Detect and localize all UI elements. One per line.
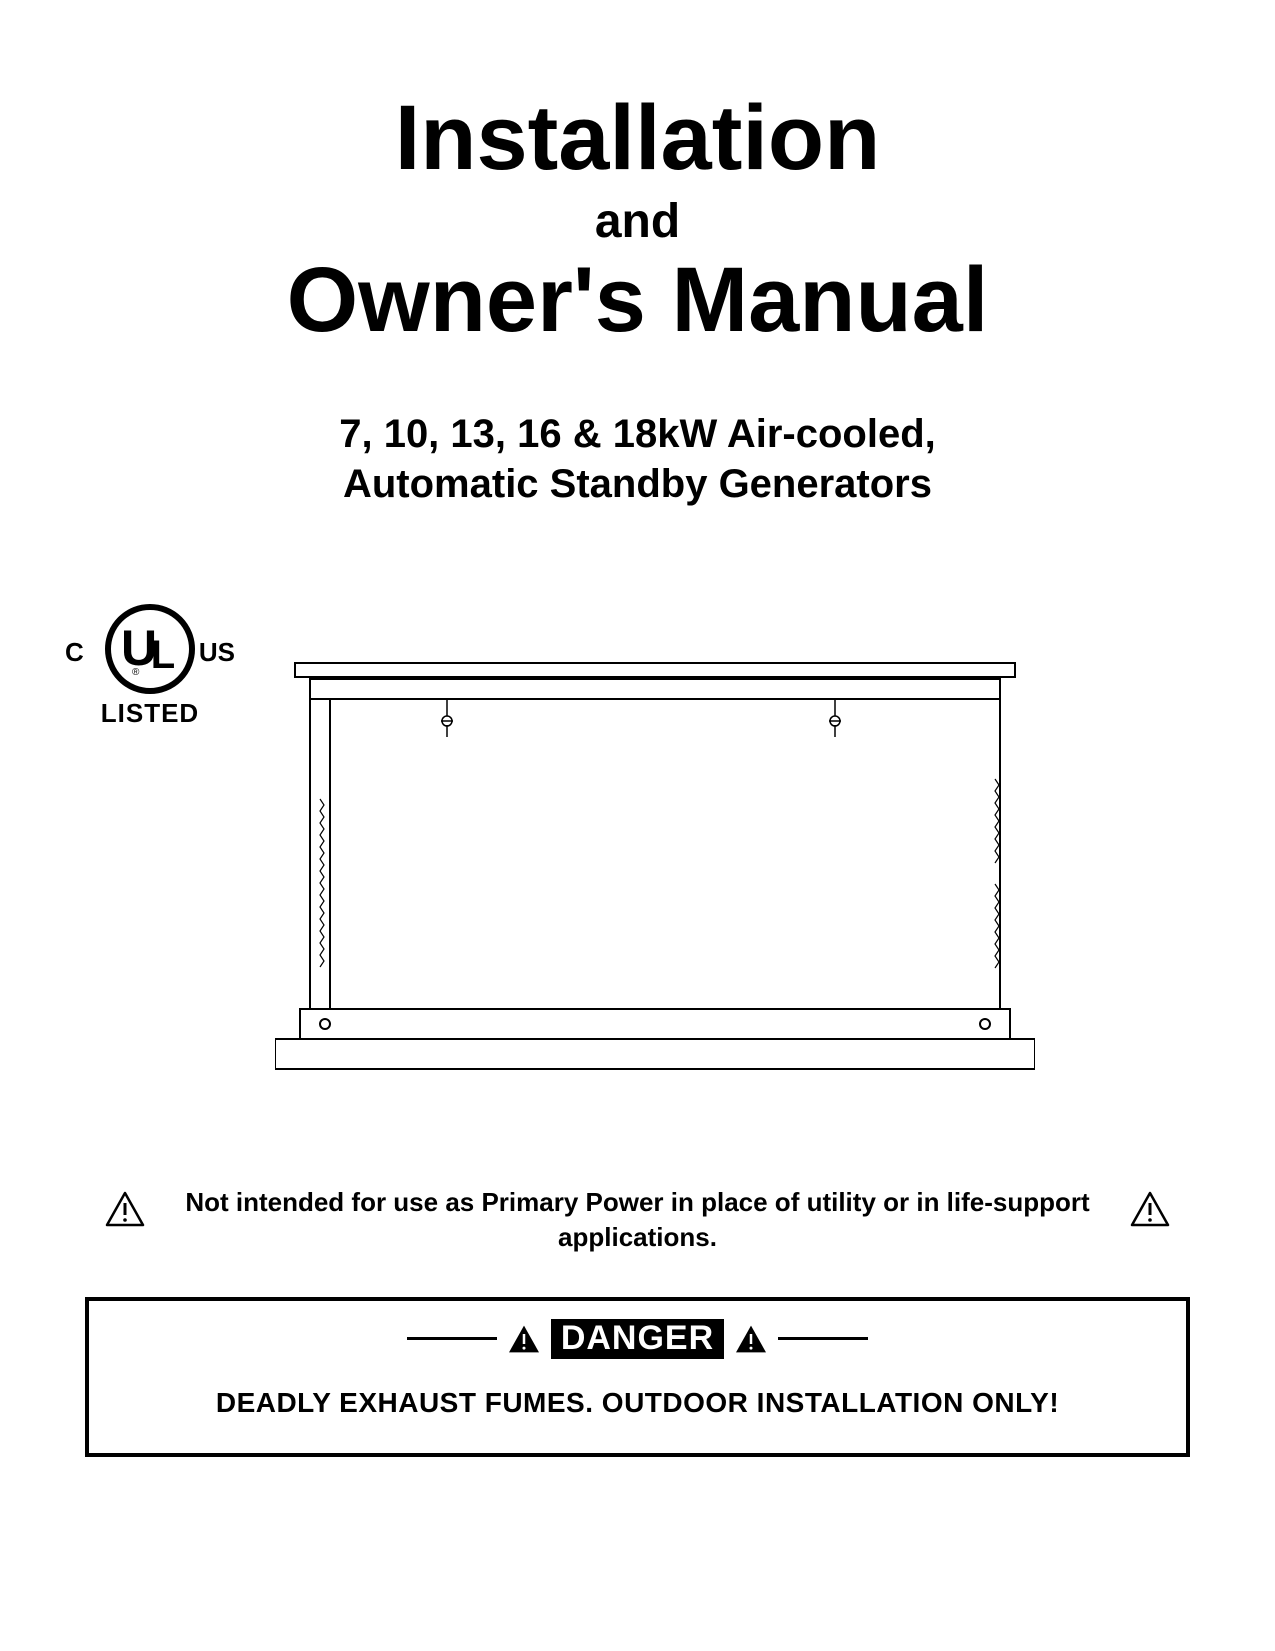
header-line-right bbox=[778, 1337, 868, 1340]
title-block: Installation and Owner's Manual 7, 10, 1… bbox=[85, 90, 1190, 509]
manual-cover-page: Installation and Owner's Manual 7, 10, 1… bbox=[0, 0, 1275, 1651]
danger-triangle-icon bbox=[507, 1324, 541, 1354]
generator-line-drawing bbox=[275, 659, 1035, 1079]
danger-box: DANGER DEADLY EXHAUST FUMES. OUTDOOR INS… bbox=[85, 1297, 1190, 1457]
subtitle-line1: 7, 10, 13, 16 & 18kW Air-cooled, bbox=[339, 412, 936, 456]
warning-triangle-icon bbox=[1130, 1191, 1170, 1227]
title-line2: and bbox=[85, 193, 1190, 251]
ul-reg: ® bbox=[132, 667, 140, 678]
danger-label: DANGER bbox=[551, 1319, 724, 1359]
ul-l: L bbox=[151, 633, 175, 677]
subtitle-line2: Automatic Standby Generators bbox=[343, 462, 932, 506]
title-line1: Installation bbox=[85, 90, 1190, 187]
ul-listed-mark: C U L ® US LISTED bbox=[65, 599, 235, 729]
caution-row: Not intended for use as Primary Power in… bbox=[85, 1179, 1190, 1259]
title-line3: Owner's Manual bbox=[85, 252, 1190, 349]
danger-body-text: DEADLY EXHAUST FUMES. OUTDOOR INSTALLATI… bbox=[89, 1387, 1186, 1419]
mid-row: C U L ® US LISTED bbox=[85, 619, 1190, 1079]
warning-triangle-icon bbox=[105, 1191, 145, 1227]
generator-diagram bbox=[275, 659, 1035, 1079]
subtitle: 7, 10, 13, 16 & 18kW Air-cooled, Automat… bbox=[85, 409, 1190, 509]
ul-listed-text: LISTED bbox=[65, 698, 235, 729]
caution-text: Not intended for use as Primary Power in… bbox=[175, 1185, 1100, 1255]
danger-triangle-icon bbox=[734, 1324, 768, 1354]
header-line-left bbox=[407, 1337, 497, 1340]
ul-right-us: US bbox=[199, 637, 235, 668]
danger-header: DANGER bbox=[89, 1319, 1186, 1359]
